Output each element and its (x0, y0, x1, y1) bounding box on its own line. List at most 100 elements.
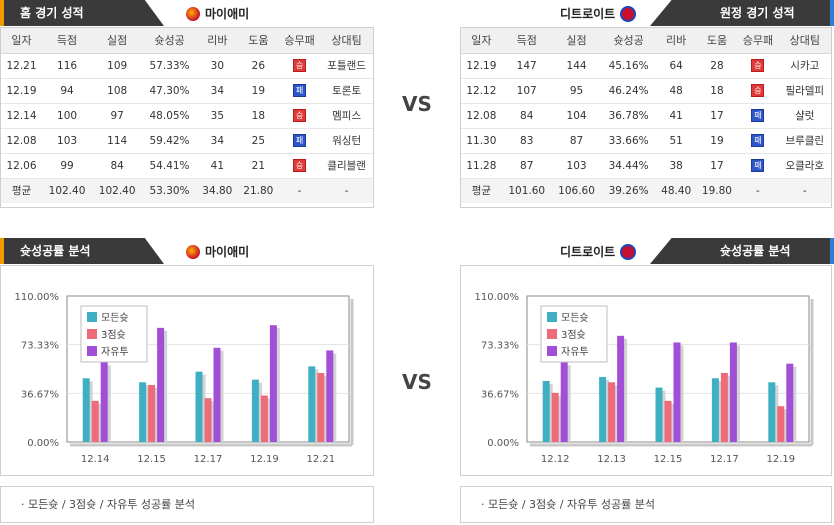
result-badge-cell: 패 (737, 103, 779, 129)
table-cell: 12.08 (1, 128, 42, 154)
opponent-cell: 시카고 (778, 53, 831, 79)
opponent-cell: 브루클린 (778, 128, 831, 154)
result-badge: 승 (751, 84, 765, 97)
result-badge: 승 (751, 59, 765, 72)
table-cell: 34 (196, 128, 238, 154)
legend-swatch (87, 346, 97, 356)
opponent-cell: 워싱턴 (320, 128, 373, 154)
result-badge-cell: 승 (278, 103, 321, 129)
home-header-accent (0, 0, 4, 26)
result-badge-cell: 패 (737, 128, 779, 154)
bar-all (251, 379, 259, 442)
legend-label: 자유투 (101, 346, 129, 358)
result-badge-cell: 패 (278, 128, 321, 154)
result-badge: 승 (293, 59, 307, 72)
column-header: 득점 (42, 28, 93, 54)
table-cell: 103 (42, 128, 93, 154)
home-stats-panel: 홈 경기 성적 마이애미 일자 득점 실점 슛성공 리바 도움 승무패 상대팀 12.21 116… (0, 0, 374, 210)
table-cell: 12.06 (1, 153, 42, 179)
table-row: 12.14 100 97 48.05% 35 18 승 멤피스 (1, 103, 373, 129)
table-cell: 35 (196, 103, 238, 129)
table-cell: 19 (237, 78, 279, 104)
result-badge-cell: 승 (737, 78, 779, 104)
bar-ft (100, 362, 108, 442)
average-cell: - (320, 178, 373, 203)
average-cell: - (737, 178, 779, 203)
table-cell: 94 (42, 78, 93, 104)
legend-swatch (87, 329, 97, 339)
x-tick-label: 12.15 (137, 454, 166, 465)
bar-all (195, 371, 203, 442)
home-chart-header-accent (0, 238, 4, 264)
table-cell: 107 (501, 78, 552, 104)
away-chart-note: · 모든슛 / 3점슛 / 자유투 성공률 분석 (460, 486, 832, 523)
table-cell: 83 (501, 128, 552, 154)
result-badge: 승 (293, 109, 307, 122)
bar-three (777, 406, 785, 442)
average-cell: 평균 (1, 178, 42, 203)
table-header-row: 일자 득점 실점 슛성공 리바 도움 승무패 상대팀 (1, 28, 373, 54)
bar-three (148, 384, 156, 442)
home-chart-header-title: 슛성공률 분석 (4, 238, 164, 264)
column-header: 리바 (196, 28, 238, 54)
opponent-cell: 샬럿 (778, 103, 831, 129)
table-cell: 17 (696, 103, 738, 129)
table-cell: 100 (42, 103, 93, 129)
result-badge-cell: 패 (737, 153, 779, 179)
table-cell: 33.66% (601, 128, 656, 154)
away-stats-panel: 디트로이트 원정 경기 성적 일자 득점 실점 슛성공 리바 도움 승무패 상대팀 12.19 1… (460, 0, 834, 210)
away-shooting-chart: 0.00% 36.67% 73.33% 110.00% 12.12 12.13 12.15 1… (460, 265, 832, 476)
home-chart-note: · 모든슛 / 3점슛 / 자유투 성공률 분석 (0, 486, 374, 523)
table-cell: 12.08 (461, 103, 502, 129)
away-chart-header-title: 슛성공률 분석 (650, 238, 830, 264)
table-cell: 87 (551, 128, 602, 154)
y-tick-label: 110.00% (475, 292, 520, 303)
bar-ft (157, 327, 165, 442)
average-cell: 48.40 (655, 178, 697, 203)
table-cell: 144 (551, 53, 602, 79)
detroit-logo-icon (620, 243, 637, 260)
column-header: 상대팀 (778, 28, 831, 54)
bar-all (599, 376, 607, 442)
table-cell: 12.21 (1, 53, 42, 79)
away-chart-team-name: 디트로이트 (560, 245, 616, 259)
table-cell: 99 (42, 153, 93, 179)
column-header: 실점 (92, 28, 143, 54)
column-header: 도움 (237, 28, 279, 54)
table-cell: 12.19 (1, 78, 42, 104)
x-tick-label: 12.13 (597, 454, 626, 465)
table-cell: 41 (655, 103, 697, 129)
table-row: 12.21 116 109 57.33% 30 26 승 포틀랜드 (1, 53, 373, 79)
table-cell: 64 (655, 53, 697, 79)
column-header: 실점 (551, 28, 602, 54)
bar-three (260, 395, 268, 442)
y-tick-label: 73.33% (481, 341, 519, 352)
bar-three (317, 372, 325, 442)
table-cell: 28 (696, 53, 738, 79)
column-header: 일자 (1, 28, 42, 54)
bar-ft (617, 335, 625, 442)
bar-three (720, 372, 728, 442)
average-row: 평균 102.40 102.40 53.30% 34.80 21.80- - (1, 178, 373, 203)
away-team-name: 디트로이트 (560, 7, 616, 21)
away-header-accent (830, 0, 834, 26)
home-stats-table: 일자 득점 실점 슛성공 리바 도움 승무패 상대팀 12.21 116 109 57.33% 30 26… (0, 27, 374, 208)
x-tick-label: 12.12 (541, 454, 570, 465)
table-cell: 114 (92, 128, 143, 154)
miami-logo-icon (186, 244, 200, 259)
opponent-cell: 멤피스 (320, 103, 373, 129)
average-cell: 39.26% (601, 178, 656, 203)
x-tick-label: 12.14 (81, 454, 110, 465)
home-chart-panel: 슛성공률 분석 마이애미 0.00% 36.67% 73.33% 110.00% 12.… (0, 238, 374, 525)
table-cell: 147 (501, 53, 552, 79)
table-header-row: 일자 득점 실점 슛성공 리바 도움 승무패 상대팀 (461, 28, 831, 54)
table-cell: 108 (92, 78, 143, 104)
bar-ft (560, 362, 568, 442)
vs-label-bottom: VS (402, 370, 432, 394)
bar-all (768, 382, 776, 442)
away-stats-table: 일자 득점 실점 슛성공 리바 도움 승무패 상대팀 12.19 147 144 45.16% 64 28… (460, 27, 832, 208)
x-tick-label: 12.15 (654, 454, 683, 465)
opponent-cell: 오클라호 (778, 153, 831, 179)
